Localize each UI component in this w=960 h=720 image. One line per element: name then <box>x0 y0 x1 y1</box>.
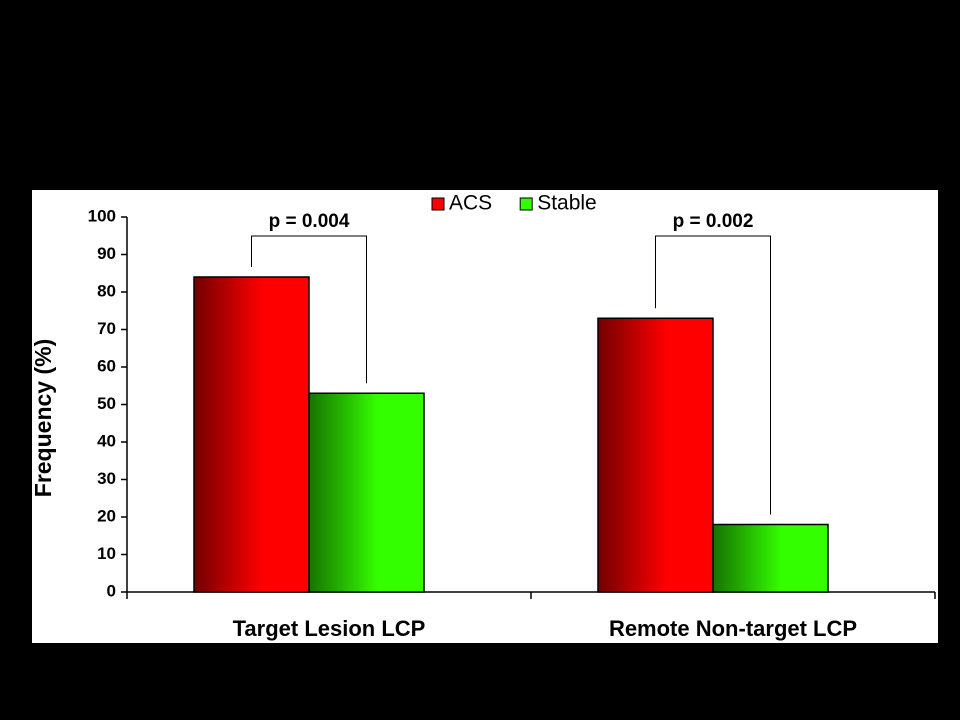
legend-swatch <box>519 197 533 211</box>
y-tick-label: 60 <box>97 356 116 375</box>
x-tick-label: Remote Non-target LCP <box>609 616 857 641</box>
x-tick-label: Target Lesion LCP <box>233 616 426 641</box>
y-tick-label: 50 <box>97 394 116 413</box>
legend-swatch <box>431 197 445 211</box>
annotation: p = 0.002 <box>673 211 754 232</box>
y-tick-label: 40 <box>97 431 116 450</box>
annotation: p = 0.004 <box>269 211 350 232</box>
y-tick-label: 20 <box>97 506 116 525</box>
y-tick-label: 80 <box>97 281 116 300</box>
legend-label: ACS <box>449 192 492 215</box>
y-tick-label: 10 <box>97 544 116 563</box>
significance-bracket <box>655 235 771 515</box>
y-tick-label: 30 <box>97 469 116 488</box>
y-tick-label: 70 <box>97 319 116 338</box>
legend-label: Stable <box>537 192 597 215</box>
bar <box>193 276 310 593</box>
bar <box>308 392 425 593</box>
y-axis-title: Frequency (%) <box>30 339 56 497</box>
y-tick-label: 90 <box>97 244 116 263</box>
bar <box>597 317 714 593</box>
significance-bracket <box>251 235 367 384</box>
y-tick-label: 100 <box>88 206 116 225</box>
bar <box>712 523 829 593</box>
y-tick-label: 0 <box>107 581 116 600</box>
